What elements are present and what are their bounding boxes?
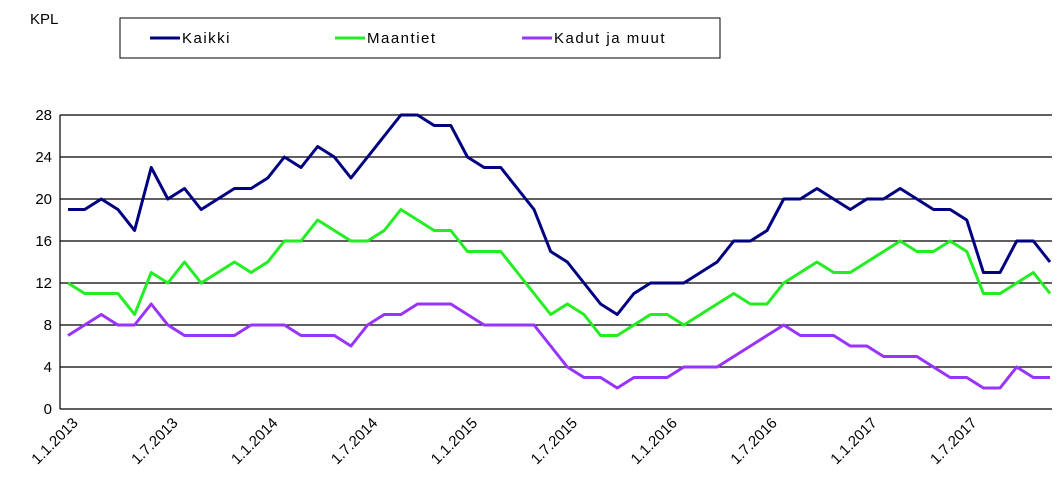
x-tick-label: 1.1.2017 <box>827 415 880 468</box>
y-tick-label: 16 <box>35 233 52 250</box>
x-tick-label: 1.7.2014 <box>328 415 381 468</box>
x-tick-label: 1.1.2014 <box>228 415 281 468</box>
line-series <box>67 302 1050 390</box>
y-tick-label: 12 <box>35 275 52 292</box>
y-tick-label: 0 <box>44 401 52 418</box>
x-tick-label: 1.1.2015 <box>428 415 481 468</box>
y-axis-label: KPL <box>30 11 58 28</box>
y-tick-label: 20 <box>35 191 52 208</box>
y-tick-label: 8 <box>44 317 52 334</box>
x-tick-label: 1.7.2016 <box>727 415 780 468</box>
y-tick-label: 4 <box>44 359 52 376</box>
y-tick-label: 24 <box>35 149 52 166</box>
legend-label: Kadut ja muut <box>554 30 666 47</box>
line-series <box>68 113 1052 316</box>
legend-label: Kaikki <box>182 30 231 47</box>
x-tick-label: 1.1.2016 <box>628 415 681 468</box>
legend-box <box>119 17 721 59</box>
x-tick-label: 1.1.2013 <box>28 415 81 468</box>
line-series <box>67 208 1052 337</box>
legend-label: Maantiet <box>367 30 437 47</box>
x-tick-label: 1.7.2013 <box>128 415 181 468</box>
y-tick-label: 28 <box>35 107 52 124</box>
x-tick-label: 1.7.2015 <box>528 415 581 468</box>
x-tick-label: 1.7.2017 <box>927 415 980 468</box>
